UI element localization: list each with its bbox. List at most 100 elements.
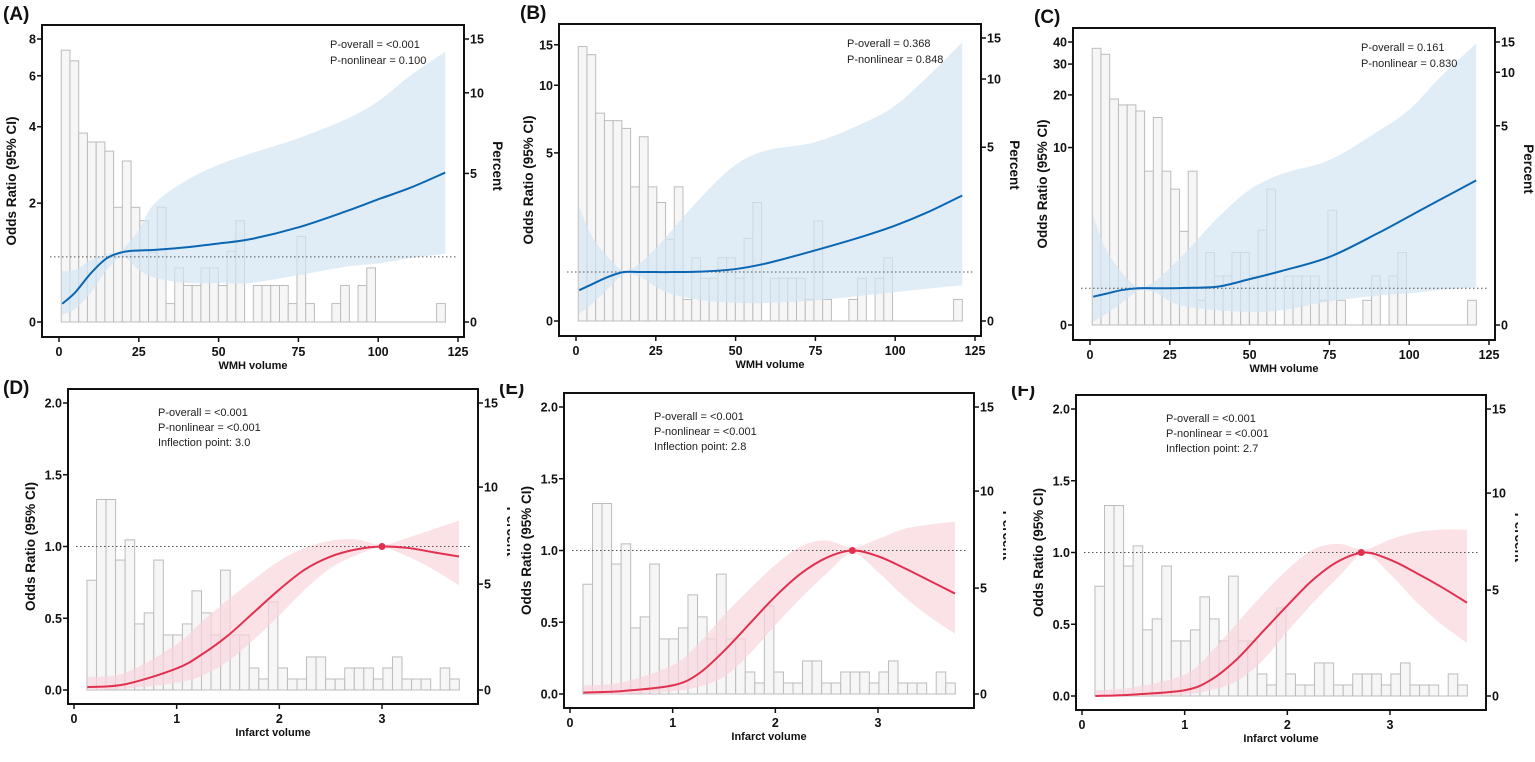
y2-axis-title: Percent xyxy=(1521,144,1535,194)
y-tick-label: 2.0 xyxy=(45,397,62,411)
chart-svg: 0 1 2 3 0.0 0.5 1.0 1.5 2.0 0 5 10 15 Infarct volume O… xyxy=(499,378,1015,743)
histogram-bar xyxy=(782,682,794,695)
plot-frame xyxy=(558,23,982,337)
histogram-bar xyxy=(357,284,368,323)
x-tick-label: 1 xyxy=(1181,718,1188,732)
inflection-point-marker xyxy=(1357,549,1365,556)
histogram-bar xyxy=(591,503,603,695)
histogram-bar xyxy=(420,678,432,691)
x-tick-label: 50 xyxy=(212,345,226,359)
x-axis-title: Infarct volume xyxy=(1243,733,1318,745)
histogram-bar xyxy=(401,678,413,691)
x-tick-label: 75 xyxy=(808,344,822,358)
panel-label: (B) xyxy=(520,3,546,24)
x-tick-label: 0 xyxy=(573,344,580,358)
histogram-bar xyxy=(612,120,623,322)
y-tick-label: 0 xyxy=(1060,319,1067,333)
histogram-bar xyxy=(95,141,106,323)
x-tick-label: 125 xyxy=(1479,348,1500,362)
histogram-bar xyxy=(849,671,861,695)
y2-tick-label: 5 xyxy=(980,582,987,596)
y2-tick-label: 15 xyxy=(1501,36,1515,50)
y2-tick-label: 10 xyxy=(470,86,484,100)
histogram-bar xyxy=(1294,684,1306,697)
histogram-bar xyxy=(325,678,336,691)
histogram-bar xyxy=(945,682,956,695)
x-tick-label: 125 xyxy=(965,344,986,358)
histogram-bar xyxy=(621,127,632,322)
histogram-bar xyxy=(353,667,365,691)
histogram-bar xyxy=(840,671,851,695)
histogram-bar xyxy=(382,667,393,691)
x-tick-label: 75 xyxy=(291,345,305,359)
histogram-bar xyxy=(124,539,136,691)
histogram-bar xyxy=(916,682,928,695)
histogram-bar xyxy=(315,656,327,691)
y2-tick-label: 10 xyxy=(1501,66,1515,80)
histogram-bar xyxy=(277,667,288,691)
panel-f: 0 1 2 3 0.0 0.5 1.0 1.5 2.0 0 5 10 15 Infarct volume O… xyxy=(1008,380,1527,762)
y2-tick-label: 0 xyxy=(484,684,491,698)
y2-axis-title: Percent xyxy=(1007,140,1022,190)
y-tick-label: 8 xyxy=(29,33,36,47)
histogram-bar xyxy=(270,284,280,323)
y2-tick-label: 0 xyxy=(987,315,994,329)
histogram-bar xyxy=(86,579,97,691)
p-value-annotation: P-nonlinear = 0.100 xyxy=(330,55,426,67)
y-tick-label: 0 xyxy=(546,315,553,329)
p-value-annotation: P-overall = <0.001 xyxy=(654,411,744,423)
y-tick-label: 1.5 xyxy=(1053,474,1070,488)
histogram-bar xyxy=(305,303,315,323)
histogram-bar xyxy=(104,150,115,323)
histogram-bar xyxy=(436,303,446,323)
y2-tick-label: 5 xyxy=(987,141,994,155)
chart-svg: 0 25 50 75 100 125 0 5 10 15 0 5 10 15 WMH volume Odds … xyxy=(520,3,1022,371)
histogram-bar xyxy=(822,298,832,322)
y2-tick-label: 0 xyxy=(470,316,477,330)
histogram-bar xyxy=(868,682,880,695)
histogram-bar xyxy=(802,660,813,695)
y-tick-label: 0.5 xyxy=(45,612,62,626)
x-tick-label: 0 xyxy=(56,345,63,359)
histogram-bar xyxy=(638,136,649,322)
y2-tick-label: 15 xyxy=(484,397,498,411)
x-tick-label: 25 xyxy=(1163,348,1177,362)
y-axis-title: Odds Ratio (95% CI) xyxy=(521,115,536,244)
histogram-bar xyxy=(439,667,451,691)
y2-tick-label: 10 xyxy=(980,485,994,499)
histogram-bar xyxy=(878,671,889,695)
histogram-bar xyxy=(1362,299,1373,326)
panel-b: 0 25 50 75 100 125 0 5 10 15 0 5 10 15 WMH volume Odds … xyxy=(517,0,1027,382)
plot-frame xyxy=(41,24,465,338)
confidence-band xyxy=(87,520,459,690)
odds-ratio-curve xyxy=(1095,551,1468,697)
histogram-bar xyxy=(1467,299,1477,326)
y2-tick-label: 15 xyxy=(987,32,1001,46)
histogram-bar xyxy=(1144,170,1154,326)
y2-axis-title: Percent xyxy=(490,141,505,191)
p-value-annotation: P-overall = <0.001 xyxy=(158,407,248,419)
x-tick-label: 25 xyxy=(649,344,663,358)
histogram-bar xyxy=(363,667,374,691)
y2-tick-label: 0 xyxy=(980,688,987,702)
y2-tick-label: 15 xyxy=(1492,403,1506,417)
x-tick-label: 3 xyxy=(379,712,386,726)
histogram-bar xyxy=(1336,299,1346,326)
odds-ratio-curve xyxy=(61,171,446,305)
chart-svg: 0 1 2 3 0.0 0.5 1.0 1.5 2.0 0 5 10 15 Infarct volume O… xyxy=(3,378,519,739)
x-tick-label: 0 xyxy=(567,716,574,730)
odds-ratio-curve xyxy=(87,545,460,689)
y2-tick-label: 5 xyxy=(484,578,491,592)
y-tick-label: 1.5 xyxy=(45,468,62,482)
confidence-band xyxy=(1093,43,1477,322)
y-axis-title: Odds Ratio (95% CI) xyxy=(1035,119,1050,248)
y2-tick-label: 0 xyxy=(1501,319,1508,333)
x-tick-label: 100 xyxy=(368,345,389,359)
y2-tick-label: 5 xyxy=(1501,119,1508,133)
y-tick-label: 5 xyxy=(546,146,553,160)
y2-tick-label: 15 xyxy=(470,33,484,47)
y-tick-label: 1.0 xyxy=(541,544,558,558)
p-value-annotation: P-overall = 0.368 xyxy=(847,38,930,50)
histogram-bar xyxy=(1380,684,1392,697)
x-tick-label: 100 xyxy=(885,344,906,358)
